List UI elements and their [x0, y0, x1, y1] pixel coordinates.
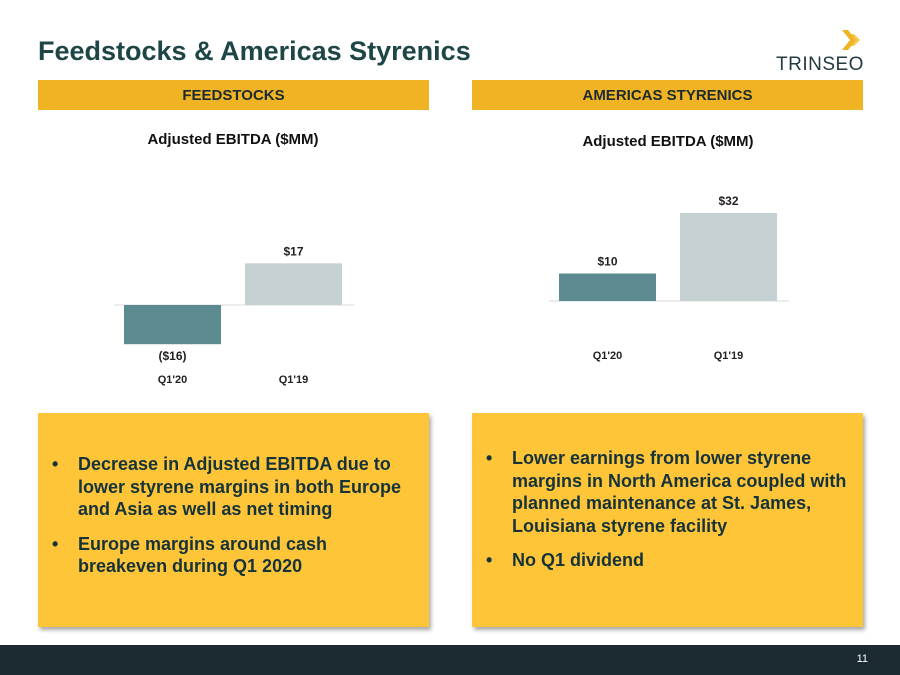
chart-data-label: $10 [597, 255, 617, 269]
feedstocks-header: FEEDSTOCKS [38, 80, 429, 110]
chart-bar [680, 213, 777, 301]
chart-data-label: ($16) [158, 349, 186, 363]
bullet-icon: • [52, 454, 59, 474]
bullet-text: Europe margins around cash breakeven dur… [78, 533, 328, 577]
bullet-item: • Europe margins around cash breakeven du… [52, 533, 421, 578]
bullet-text: Lower earnings from lower styrene margin… [512, 448, 847, 536]
americas-styrenics-chart: Adjusted EBITDA ($MM) $10 Q1'20 $32 Q1'19 [472, 115, 892, 405]
logo-arrow-icon [842, 30, 860, 50]
chart-data-label: $32 [718, 194, 738, 208]
americas-styrenics-chart-svg: Adjusted EBITDA ($MM) $10 Q1'20 $32 Q1'19 [549, 133, 789, 362]
chart-tick-label: Q1'20 [593, 350, 623, 362]
chart-title: Adjusted EBITDA ($MM) [147, 131, 318, 148]
bullet-icon: • [486, 448, 493, 468]
page-number: 11 [856, 653, 868, 665]
logo-text: TRINSEO [776, 54, 864, 75]
page-title: Feedstocks & Americas Styrenics [38, 36, 471, 66]
feedstocks-chart-svg: Adjusted EBITDA ($MM) ($16) Q1'20 $17 Q1'19 [114, 131, 354, 386]
chart-tick-label: Q1'20 [158, 374, 188, 386]
americas-styrenics-commentary-panel: • Lower earnings from lower styrene margi… [472, 413, 863, 627]
americas-styrenics-header: AMERICAS STYRENICS [472, 80, 863, 110]
bullet-icon: • [52, 533, 59, 554]
bullet-icon: • [486, 550, 493, 570]
chart-tick-label: Q1'19 [714, 350, 744, 362]
bullet-text: No Q1 dividend [512, 550, 645, 570]
bullet-item: • No Q1 dividend [486, 549, 855, 572]
chart-title: Adjusted EBITDA ($MM) [582, 133, 753, 150]
feedstocks-chart: Adjusted EBITDA ($MM) ($16) Q1'20 $17 Q1'19 [38, 115, 458, 405]
chart-tick-label: Q1'19 [279, 374, 309, 386]
chart-bar [245, 263, 342, 305]
footer-bar: 11 [0, 645, 900, 675]
bullet-text: Decrease in Adjusted EBITDA due to lower… [78, 454, 402, 519]
bullet-item: • Decrease in Adjusted EBITDA due to lowe… [52, 453, 421, 521]
feedstocks-commentary-panel: • Decrease in Adjusted EBITDA due to lowe… [38, 413, 429, 627]
chart-bar [559, 273, 656, 301]
chart-data-label: $17 [283, 244, 303, 258]
trinseo-logo: TRINSEO [776, 30, 866, 76]
chart-bar [124, 305, 221, 345]
bullet-item: • Lower earnings from lower styrene margi… [486, 447, 855, 537]
